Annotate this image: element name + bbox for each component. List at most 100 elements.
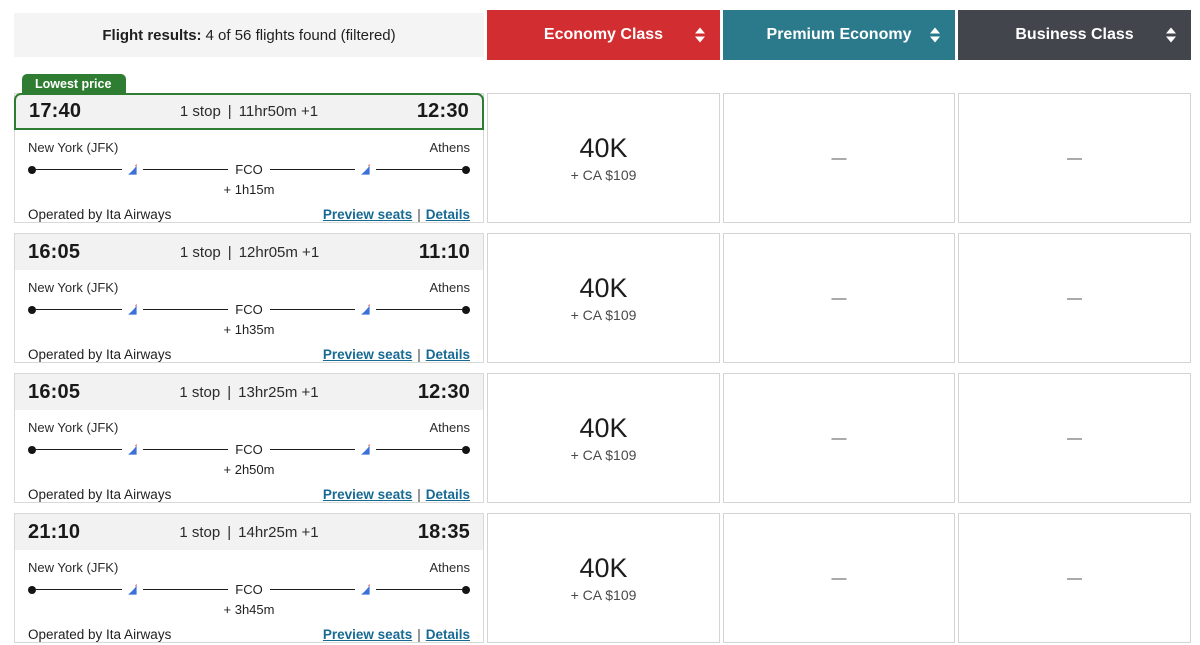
destination-dot-icon [462,305,471,314]
airline-tail-icon [126,303,139,316]
origin-airport: New York (JFK) [28,560,119,575]
flight-card: 21:10 1 stop | 14hr25m +1 18:35 New York (… [14,513,484,643]
economy-class-label: Economy Class [543,26,664,43]
details-link[interactable]: Details [425,207,470,222]
route-area: New York (JFK) Athens FCO [15,130,483,197]
flight-results-list: Lowest price 17:40 1 stop | 11hr50m +1 12:… [14,74,1191,643]
stops-label: 1 stop [179,383,221,401]
stopover-airport-code: FCO [235,302,263,317]
flight-row: Lowest price 16:05 1 stop|12hr05m +1 11:… [14,233,1191,363]
flight-card: 17:40 1 stop | 11hr50m +1 12:30 New York (… [14,93,484,223]
economy-miles-price: 40K [579,553,628,583]
stops-label: 1 stop [179,523,221,541]
flight-times-bar[interactable]: 16:05 1 stop | 12hr05m +1 11:10 [15,234,483,270]
departure-time: 21:10 [28,520,81,543]
business-price-cell[interactable]: — [958,93,1191,223]
business-price-cell[interactable]: — [958,373,1191,503]
layover-duration: + 1h15m [223,182,275,197]
destination-dot-icon [462,585,471,594]
stops-label: 1 stop [179,103,221,120]
stops-label: 1 stop [179,243,221,261]
preview-seats-link[interactable]: Preview seats [322,347,413,362]
flight-times-bar[interactable]: 21:10 1 stop | 14hr25m +1 18:35 [15,514,483,550]
business-class-label: Business Class [1015,26,1134,43]
premium-economy-unavailable: — [831,149,847,167]
destination-airport: Athens [429,420,470,435]
stops-duration: 1 stop | 13hr25m +1 [179,383,319,401]
flight-results-summary: Flight results: 4 of 56 flights found (f… [14,13,484,57]
operated-by-label: Operated by Ita Airways [28,207,172,222]
flight-card: 16:05 1 stop | 13hr25m +1 12:30 New York (… [14,373,484,503]
origin-airport: New York (JFK) [28,420,119,435]
flight-card: 16:05 1 stop | 12hr05m +1 11:10 New York (… [14,233,484,363]
destination-airport: Athens [429,560,470,575]
details-link[interactable]: Details [425,487,470,502]
business-unavailable: — [1067,149,1082,167]
business-unavailable: — [1067,289,1082,307]
premium-economy-sort-button[interactable]: Premium Economy [723,10,955,60]
duration-label: 14hr25m +1 [238,523,319,541]
results-count: 4 of 56 flights found (filtered) [205,26,396,44]
business-price-cell[interactable]: — [958,513,1191,643]
sort-icon [930,27,940,43]
business-unavailable: — [1067,569,1082,587]
route-line: FCO [28,302,471,317]
origin-dot-icon [28,585,36,594]
preview-seats-link[interactable]: Preview seats [322,487,413,502]
departure-time: 17:40 [29,100,82,122]
premium-economy-price-cell[interactable]: — [723,513,955,643]
stopover-airport-code: FCO [235,162,263,177]
airline-tail-icon [126,583,139,596]
route-line: FCO [28,162,471,177]
preview-seats-link[interactable]: Preview seats [322,627,413,642]
economy-price-cell[interactable]: 40K + CA $109 [487,513,720,643]
economy-miles-price: 40K [579,133,628,163]
economy-class-sort-button[interactable]: Economy Class [487,10,720,60]
premium-economy-price-cell[interactable]: — [723,373,955,503]
economy-cash-fees: + CA $109 [570,167,637,183]
arrival-time: 11:10 [418,240,470,263]
departure-time: 16:05 [28,240,81,263]
business-unavailable: — [1067,429,1082,447]
results-label: Flight results: [102,26,202,44]
duration-label: 12hr05m +1 [238,243,320,261]
details-link[interactable]: Details [425,347,470,362]
route-area: New York (JFK) Athens FCO [15,550,483,617]
business-class-sort-button[interactable]: Business Class [958,10,1191,60]
origin-dot-icon [28,165,36,174]
stopover-airport-code: FCO [235,582,263,597]
destination-airport: Athens [429,280,470,295]
details-link[interactable]: Details [425,627,470,642]
airline-tail-icon [359,583,372,596]
premium-economy-unavailable: — [831,289,847,307]
destination-airport: Athens [429,140,470,155]
stops-duration: 1 stop | 12hr05m +1 [179,243,320,261]
destination-dot-icon [462,445,471,454]
flight-times-bar[interactable]: 17:40 1 stop | 11hr50m +1 12:30 [14,93,484,130]
stops-duration: 1 stop | 11hr50m +1 [179,103,319,120]
economy-cash-fees: + CA $109 [570,447,637,463]
economy-price-cell[interactable]: 40K + CA $109 [487,93,720,223]
arrival-time: 12:30 [416,100,469,122]
economy-price-cell[interactable]: 40K + CA $109 [487,233,720,363]
arrival-time: 18:35 [417,520,470,543]
flight-times-bar[interactable]: 16:05 1 stop | 13hr25m +1 12:30 [15,374,483,410]
route-line: FCO [28,582,471,597]
premium-economy-price-cell[interactable]: — [723,233,955,363]
economy-miles-price: 40K [579,413,628,443]
lowest-price-badge: Lowest price [22,74,127,94]
flight-row: Lowest price 21:10 1 stop|14hr25m +1 18:… [14,513,1191,643]
stopover-airport-code: FCO [235,442,263,457]
operated-by-label: Operated by Ita Airways [28,627,172,642]
business-price-cell[interactable]: — [958,233,1191,363]
economy-miles-price: 40K [579,273,628,303]
arrival-time: 12:30 [417,380,470,403]
stops-duration: 1 stop | 14hr25m +1 [179,523,319,541]
duration-label: 11hr50m +1 [238,103,319,120]
operated-by-label: Operated by Ita Airways [28,487,172,502]
economy-cash-fees: + CA $109 [570,307,637,323]
origin-airport: New York (JFK) [28,140,119,155]
premium-economy-price-cell[interactable]: — [723,93,955,223]
preview-seats-link[interactable]: Preview seats [322,207,413,222]
economy-price-cell[interactable]: 40K + CA $109 [487,373,720,503]
